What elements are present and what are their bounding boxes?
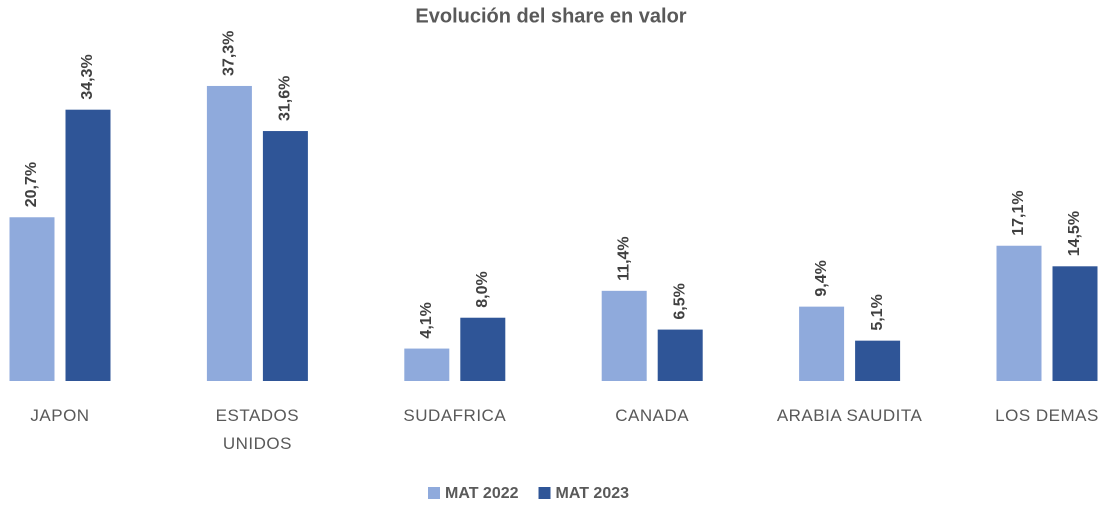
- bar: [996, 245, 1042, 381]
- data-label: 37,3%: [221, 31, 238, 76]
- x-tick-label: JAPON: [30, 406, 90, 425]
- bar: [9, 217, 55, 381]
- data-label: 6,5%: [671, 283, 688, 319]
- bar: [460, 317, 506, 381]
- data-label: 11,4%: [615, 236, 632, 280]
- x-tick-label: CANADA: [615, 406, 690, 425]
- bar: [799, 306, 845, 381]
- legend-label: MAT 2023: [556, 485, 630, 502]
- bar: [404, 348, 450, 381]
- data-label: 31,6%: [277, 76, 294, 121]
- data-label: 14,5%: [1066, 211, 1083, 256]
- chart-title: Evolución del share en valor: [415, 5, 686, 27]
- bar: [657, 329, 703, 381]
- bar: [601, 290, 647, 381]
- legend-swatch: [538, 487, 551, 499]
- x-tick-label: ARABIA SAUDITA: [776, 406, 923, 425]
- bar: [262, 131, 308, 381]
- data-label: 5,1%: [869, 294, 886, 330]
- data-label: 4,1%: [418, 302, 435, 338]
- data-label: 17,1%: [1010, 190, 1027, 235]
- data-label: 20,7%: [23, 162, 40, 207]
- bar: [206, 85, 252, 381]
- x-tick-label: LOS DEMAS: [995, 406, 1099, 425]
- legend-swatch: [428, 487, 440, 499]
- x-tick-label: ESTADOS UNIDOS: [215, 406, 300, 453]
- data-label: 8,0%: [474, 271, 491, 307]
- data-label: 34,3%: [79, 54, 96, 99]
- bar: [855, 340, 901, 381]
- x-tick-label: SUDAFRICA: [403, 406, 507, 425]
- data-label: 9,4%: [813, 260, 830, 296]
- legend-label: MAT 2022: [445, 485, 519, 502]
- bar: [1052, 266, 1098, 381]
- bar: [65, 109, 111, 381]
